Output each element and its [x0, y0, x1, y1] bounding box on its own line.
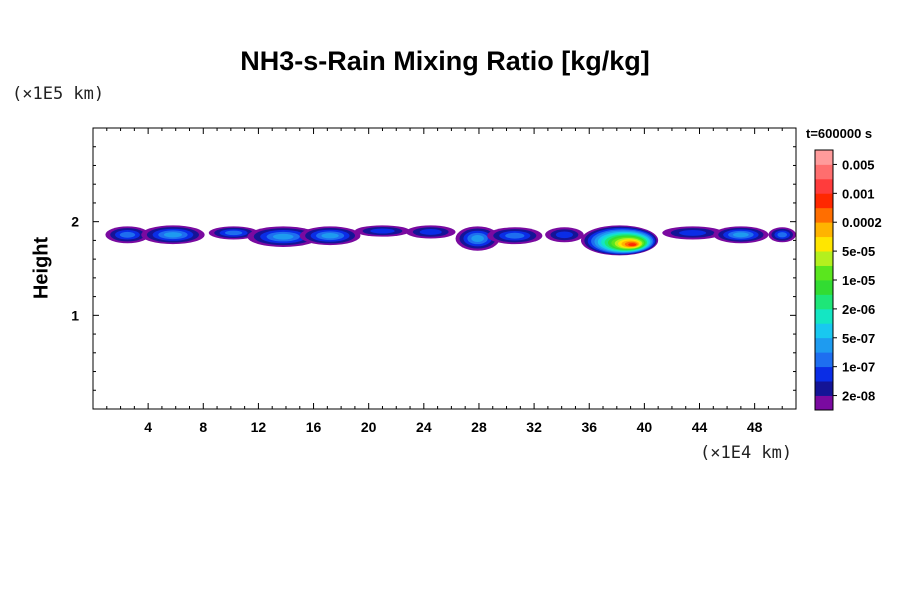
colorbar-label: 1e-07 [842, 360, 875, 375]
contour-level-3 [777, 232, 788, 238]
contour-level-2 [555, 231, 574, 239]
contour-level-4 [163, 232, 183, 238]
cloud-blob-8 [487, 227, 543, 245]
y-tick-label: 1 [71, 307, 79, 323]
x-axis-unit: (×1E4 km) [700, 443, 793, 463]
cloud-blob-2 [208, 226, 259, 240]
cloud-blob-12 [713, 226, 769, 244]
x-tick-label: 48 [747, 419, 763, 435]
colorbar-bin [815, 323, 833, 339]
x-tick-label: 40 [637, 419, 653, 435]
contour-field [105, 225, 796, 256]
colorbar-bin [815, 150, 833, 165]
colorbar-bin [815, 193, 833, 209]
cloud-blob-9 [545, 227, 584, 243]
colorbar-label: 1e-05 [842, 273, 875, 288]
plot-frame [92, 127, 797, 410]
x-tick-label: 44 [692, 419, 708, 435]
cloud-blob-6 [405, 225, 456, 239]
colorbar-bin [815, 381, 833, 396]
colorbar-bin [815, 251, 833, 266]
contour-level-2 [679, 229, 707, 236]
colorbar-bin [815, 265, 833, 281]
chart-title: NH3-s-Rain Mixing Ratio [kg/kg] [240, 46, 650, 76]
colorbar: 2e-08 1e-07 5e-07 2e-06 1e-05 5e-05 0.0002 0.00… [814, 149, 882, 411]
colorbar-bin [815, 236, 833, 252]
x-tick-label: 36 [581, 419, 597, 435]
contour-level-2 [419, 229, 442, 235]
cloud-blob-11 [662, 226, 723, 240]
colorbar-label: 5e-07 [842, 331, 875, 346]
colorbar-bin [815, 352, 833, 368]
x-tick-label: 32 [526, 419, 542, 435]
x-tick-label: 8 [199, 419, 207, 435]
contour-level-4 [321, 233, 339, 239]
time-stamp: t=600000 s [806, 126, 873, 141]
cloud-blob-5 [354, 225, 411, 237]
x-tick-label: 28 [471, 419, 487, 435]
contour-level-3 [119, 231, 136, 238]
cloud-blob-4 [299, 226, 361, 246]
x-tick-label: 16 [306, 419, 322, 435]
x-tick-label: 12 [251, 419, 267, 435]
colorbar-label: 5e-05 [842, 244, 875, 259]
contour-level-2 [370, 228, 395, 234]
contour-level-3 [224, 230, 243, 236]
contour-level-4 [732, 232, 749, 238]
cloud-blob-0 [105, 226, 150, 244]
colorbar-bin [815, 280, 833, 295]
colorbar-bin [815, 308, 833, 324]
colorbar-bin [815, 395, 833, 411]
colorbar-bin [815, 294, 833, 310]
contour-level-4 [272, 233, 294, 240]
colorbar-bin [815, 207, 833, 223]
x-tick-label: 24 [416, 419, 432, 435]
colorbar-label: 2e-08 [842, 389, 875, 404]
cloud-blob-13 [768, 227, 796, 243]
cloud-blob-10 [580, 225, 659, 256]
colorbar-label: 2e-06 [842, 302, 875, 317]
colorbar-bin [815, 178, 833, 194]
y-axis-unit: (×1E5 km) [12, 84, 105, 104]
colorbar-label: 0.0002 [842, 215, 882, 230]
contour-level-3 [505, 232, 525, 239]
colorbar-bin [815, 366, 833, 382]
y-tick-label: 2 [71, 214, 79, 230]
cloud-blob-7 [455, 226, 500, 251]
contour-level-4 [471, 235, 484, 243]
cloud-blob-1 [141, 225, 205, 245]
colorbar-bin [815, 164, 833, 180]
x-tick-label: 20 [361, 419, 377, 435]
colorbar-bin [815, 222, 833, 238]
colorbar-label: 0.005 [842, 157, 875, 172]
cloud-blob-3 [247, 226, 320, 247]
contour-level-14 [628, 243, 637, 247]
colorbar-label: 0.001 [842, 186, 875, 201]
x-tick-label: 4 [144, 419, 152, 435]
colorbar-bin [815, 337, 833, 353]
